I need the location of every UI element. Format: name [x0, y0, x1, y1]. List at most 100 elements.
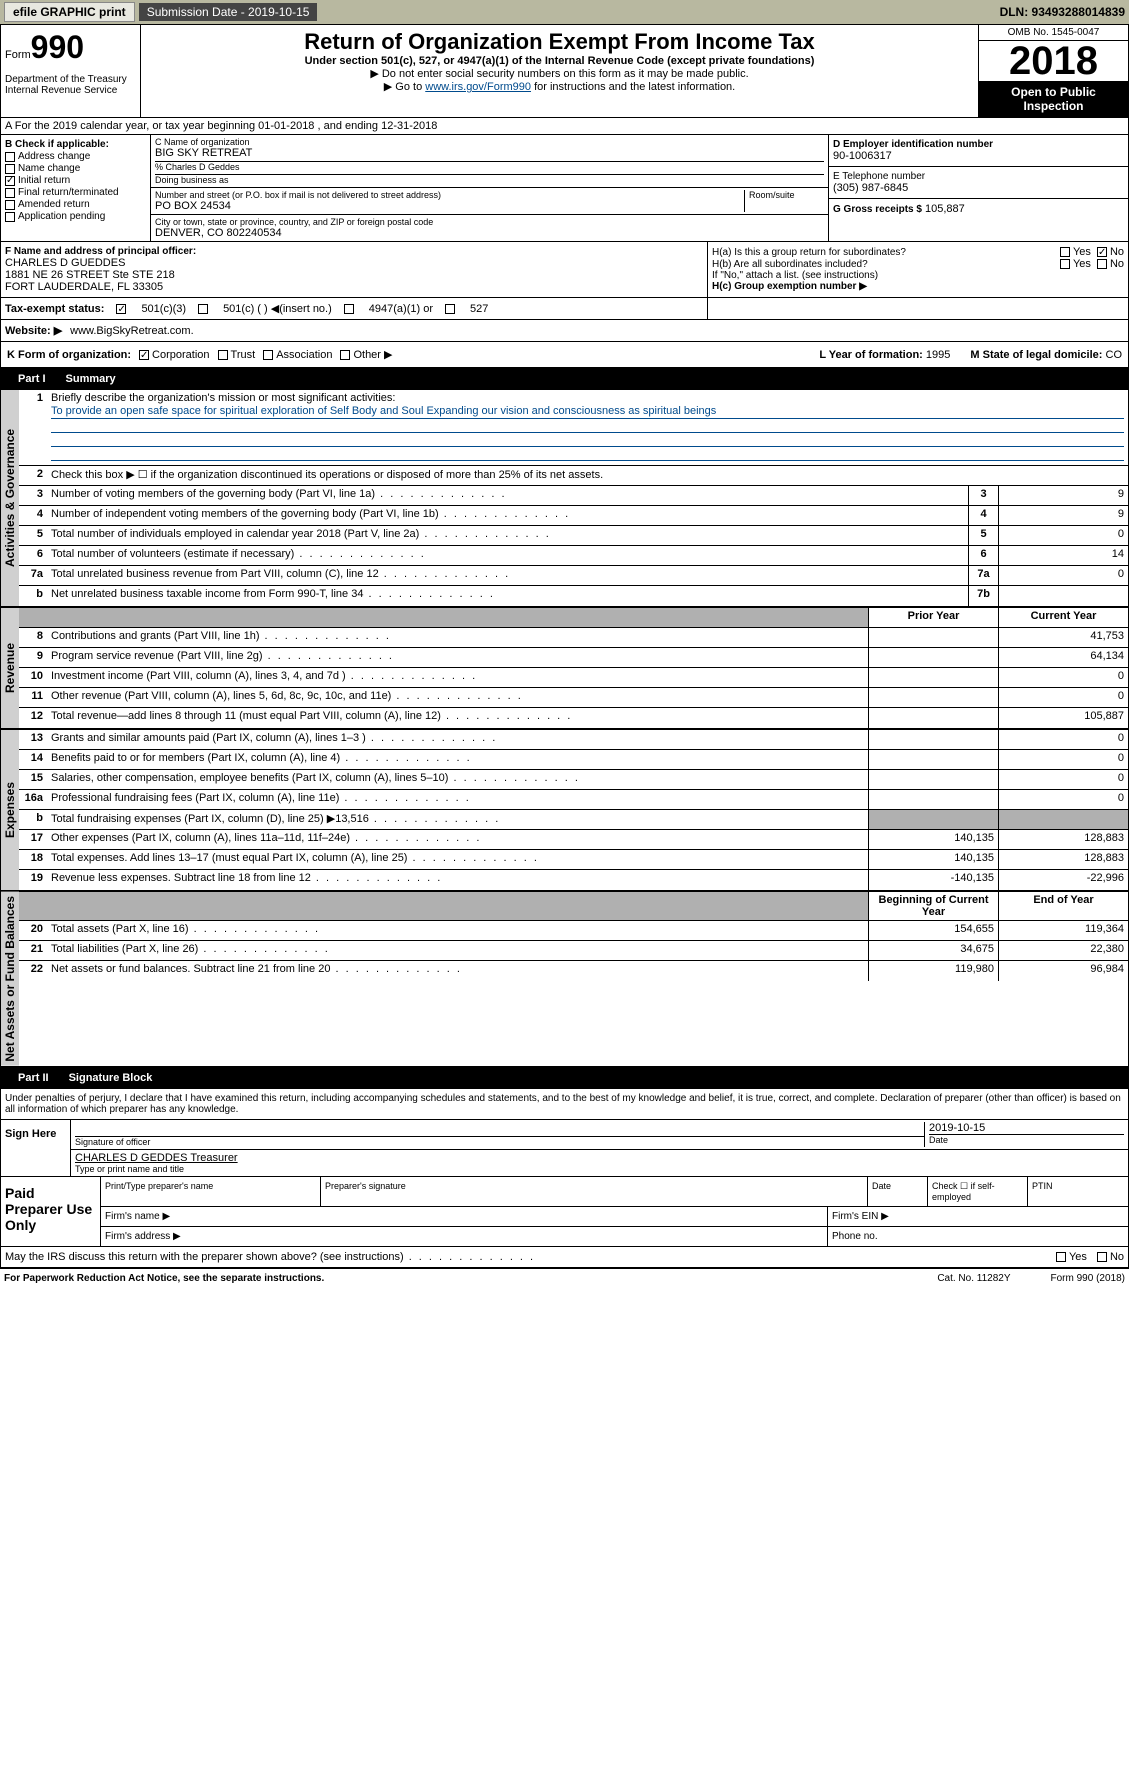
section-label: Expenses — [1, 730, 19, 890]
current-value: 41,753 — [998, 628, 1128, 647]
summary-row: 14Benefits paid to or for members (Part … — [19, 750, 1128, 770]
summary-row: 9Program service revenue (Part VIII, lin… — [19, 648, 1128, 668]
prior-value — [868, 730, 998, 749]
care-of: % Charles D Geddes — [155, 161, 824, 172]
trust-checkbox[interactable] — [218, 350, 228, 360]
row-desc: Net assets or fund balances. Subtract li… — [47, 961, 868, 981]
b-check-item: Application pending — [5, 211, 146, 222]
form-org-row: K Form of organization: Corporation Trus… — [0, 342, 1129, 368]
501c-checkbox[interactable] — [198, 304, 208, 314]
row-number: 1 — [19, 390, 47, 465]
l-value: 1995 — [926, 349, 950, 361]
prior-value: -140,135 — [868, 870, 998, 890]
b-checkbox[interactable] — [5, 212, 15, 222]
yes-label: Yes — [1073, 246, 1091, 258]
summary-row: 3Number of voting members of the governi… — [19, 486, 1128, 506]
row-value: 9 — [998, 506, 1128, 525]
subtitle-3-post: for instructions and the latest informat… — [531, 81, 735, 93]
501c3-checkbox[interactable] — [116, 304, 126, 314]
row-value: 0 — [998, 566, 1128, 585]
discuss-yes-checkbox[interactable] — [1056, 1252, 1066, 1262]
prep-selfemp: Check ☐ if self-employed — [928, 1177, 1028, 1206]
summary-row: 10Investment income (Part VIII, column (… — [19, 668, 1128, 688]
current-value: 22,380 — [998, 941, 1128, 960]
officer-name: CHARLES D GUEDDES — [5, 257, 703, 269]
summary-row: 16aProfessional fundraising fees (Part I… — [19, 790, 1128, 810]
prep-name-hdr: Print/Type preparer's name — [101, 1177, 321, 1206]
current-value: 128,883 — [998, 850, 1128, 869]
section-a: A For the 2019 calendar year, or tax yea… — [0, 118, 1129, 135]
current-value: 0 — [998, 750, 1128, 769]
hc-label: H(c) Group exemption number ▶ — [712, 281, 1124, 292]
b-checkbox[interactable] — [5, 164, 15, 174]
current-year-header: Current Year — [998, 608, 1128, 627]
org-name: BIG SKY RETREAT — [155, 147, 824, 159]
section-label: Net Assets or Fund Balances — [1, 892, 19, 1066]
b-checkbox[interactable] — [5, 200, 15, 210]
summary-row: 21Total liabilities (Part X, line 26)34,… — [19, 941, 1128, 961]
efile-button[interactable]: efile GRAPHIC print — [4, 2, 135, 22]
b-check-label: Amended return — [18, 199, 90, 210]
dln-number: DLN: 93493288014839 — [1000, 5, 1125, 19]
ha-no-checkbox[interactable] — [1097, 247, 1107, 257]
website-value: www.BigSkyRetreat.com. — [70, 325, 193, 337]
current-value: -22,996 — [998, 870, 1128, 890]
row-box: 3 — [968, 486, 998, 505]
summary-row: 17Other expenses (Part IX, column (A), l… — [19, 830, 1128, 850]
4947-checkbox[interactable] — [344, 304, 354, 314]
row-number: 2 — [19, 466, 47, 485]
l-label: L Year of formation: — [819, 349, 923, 361]
b-checkbox[interactable] — [5, 152, 15, 162]
row-desc: Other revenue (Part VIII, column (A), li… — [47, 688, 868, 707]
row-desc: Total number of volunteers (estimate if … — [47, 546, 968, 565]
footer-left: For Paperwork Reduction Act Notice, see … — [4, 1273, 324, 1284]
row-number: 22 — [19, 961, 47, 981]
page-footer: For Paperwork Reduction Act Notice, see … — [0, 1268, 1129, 1288]
summary-section: Activities & Governance1Briefly describe… — [0, 390, 1129, 1067]
irs-link[interactable]: www.irs.gov/Form990 — [425, 81, 531, 93]
row-desc: Professional fundraising fees (Part IX, … — [47, 790, 868, 809]
firm-name-label: Firm's name ▶ — [101, 1207, 828, 1226]
summary-row: 15Salaries, other compensation, employee… — [19, 770, 1128, 790]
row-number: 17 — [19, 830, 47, 849]
summary-row: 1Briefly describe the organization's mis… — [19, 390, 1128, 466]
sig-date: 2019-10-15 — [929, 1122, 1124, 1134]
summary-row: 13Grants and similar amounts paid (Part … — [19, 730, 1128, 750]
row-desc: Contributions and grants (Part VIII, lin… — [47, 628, 868, 647]
hb-no-checkbox[interactable] — [1097, 259, 1107, 269]
address: PO BOX 24534 — [155, 200, 744, 212]
other-checkbox[interactable] — [340, 350, 350, 360]
submission-date: Submission Date - 2019-10-15 — [139, 3, 318, 21]
row-desc: Grants and similar amounts paid (Part IX… — [47, 730, 868, 749]
row-desc: Total unrelated business revenue from Pa… — [47, 566, 968, 585]
prior-value — [868, 810, 998, 829]
prior-value — [868, 688, 998, 707]
subtitle-3-pre: ▶ Go to — [384, 81, 425, 93]
firm-phone-label: Phone no. — [828, 1227, 1128, 1246]
top-toolbar: efile GRAPHIC print Submission Date - 20… — [0, 0, 1129, 24]
discuss-question: May the IRS discuss this return with the… — [5, 1251, 1056, 1263]
prior-value — [868, 790, 998, 809]
firm-addr-label: Firm's address ▶ — [101, 1227, 828, 1246]
b-checkbox[interactable] — [5, 176, 15, 186]
assoc-checkbox[interactable] — [263, 350, 273, 360]
row-number: 21 — [19, 941, 47, 960]
hb-yes-checkbox[interactable] — [1060, 259, 1070, 269]
ha-label: H(a) Is this a group return for subordin… — [712, 247, 1060, 258]
527-checkbox[interactable] — [445, 304, 455, 314]
summary-row: 11Other revenue (Part VIII, column (A), … — [19, 688, 1128, 708]
ha-yes-checkbox[interactable] — [1060, 247, 1070, 257]
footer-right: Form 990 (2018) — [1051, 1273, 1125, 1284]
officer-label: F Name and address of principal officer: — [5, 246, 703, 257]
row-number: 16a — [19, 790, 47, 809]
discuss-no-checkbox[interactable] — [1097, 1252, 1107, 1262]
current-value: 119,364 — [998, 921, 1128, 940]
discuss-row: May the IRS discuss this return with the… — [0, 1247, 1129, 1268]
form-number: 990 — [31, 29, 84, 65]
row-desc: Benefits paid to or for members (Part IX… — [47, 750, 868, 769]
b-checkbox[interactable] — [5, 188, 15, 198]
b-check-label: Initial return — [18, 175, 70, 186]
row-number: 8 — [19, 628, 47, 647]
corp-checkbox[interactable] — [139, 350, 149, 360]
row-number: 12 — [19, 708, 47, 728]
